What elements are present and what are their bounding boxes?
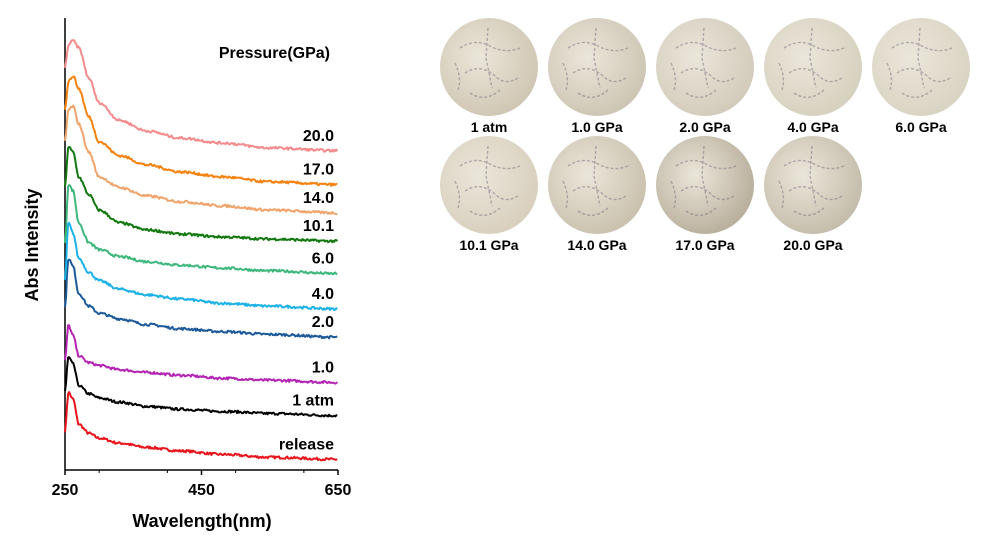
crystal-texture — [670, 27, 737, 98]
series-line-2-0 — [64, 258, 338, 340]
micrograph-grid: 1 atm 1.0 GPa 2.0 GPa 4.0 GPa 6.0 GPa 10.1 GP… — [440, 18, 970, 268]
x-axis-label: Wavelength(nm) — [132, 511, 271, 531]
x-tick-label: 650 — [325, 482, 352, 499]
micrograph-label: 4.0 GPa — [787, 119, 839, 135]
micrograph-label: 1.0 GPa — [571, 119, 623, 135]
micrograph-image — [872, 18, 970, 116]
micrograph-label: 14.0 GPa — [567, 237, 627, 253]
micrograph-image — [440, 136, 538, 234]
micrograph-label: 20.0 GPa — [783, 237, 843, 253]
series-line-17-0 — [64, 75, 338, 187]
micrograph-label: 6.0 GPa — [895, 119, 947, 135]
series-line-release — [64, 391, 338, 462]
micrograph-item: 1 atm — [440, 18, 538, 135]
crystal-texture — [886, 27, 953, 98]
y-axis-label: Abs Intensity — [22, 188, 42, 301]
x-tick-label: 250 — [52, 482, 79, 499]
crystal-texture — [562, 145, 629, 216]
micrograph-image — [656, 18, 754, 116]
micrograph-image — [764, 18, 862, 116]
series-line-1-0 — [64, 324, 339, 385]
crystal-texture — [778, 145, 845, 216]
micrograph-item: 10.1 GPa — [440, 136, 538, 253]
series-line-4-0 — [64, 221, 338, 312]
crystal-texture — [562, 27, 629, 98]
micrograph-item: 17.0 GPa — [656, 136, 754, 253]
micrograph-image — [548, 136, 646, 234]
series-label: 2.0 — [312, 314, 334, 331]
series-line-20-0 — [64, 39, 339, 153]
legend-title: Pressure(GPa) — [219, 45, 330, 62]
series-label: 1.0 — [312, 359, 334, 376]
series-label: 20.0 — [303, 128, 334, 145]
micrograph-image — [548, 18, 646, 116]
crystal-texture — [778, 27, 845, 98]
micrograph-image — [656, 136, 754, 234]
series-label: 6.0 — [312, 251, 334, 268]
series-label: release — [279, 436, 334, 453]
series-label: 14.0 — [303, 190, 334, 207]
crystal-texture — [454, 27, 521, 98]
micrograph-item: 6.0 GPa — [872, 18, 970, 135]
micrograph-item: 2.0 GPa — [656, 18, 754, 135]
x-tick-label: 450 — [188, 482, 215, 499]
micrograph-image — [764, 136, 862, 234]
crystal-texture — [670, 145, 737, 216]
series-line-1-atm — [64, 356, 338, 418]
series-layer — [64, 39, 339, 462]
micrograph-label: 2.0 GPa — [679, 119, 731, 135]
crystal-texture — [454, 145, 521, 216]
micrograph-label: 10.1 GPa — [459, 237, 519, 253]
micrograph-item: 20.0 GPa — [764, 136, 862, 253]
micrograph-item: 14.0 GPa — [548, 136, 646, 253]
micrograph-label: 1 atm — [470, 119, 508, 135]
series-line-14-0 — [64, 104, 338, 216]
series-label-layer: release 1 atm 1.0 2.0 4.0 6.0 10.1 14.0 17.0 20.0 — [279, 128, 334, 454]
series-label: 17.0 — [303, 162, 334, 179]
micrograph-label: 17.0 GPa — [675, 237, 735, 253]
micrograph-item: 4.0 GPa — [764, 18, 862, 135]
x-tick-layer: 250 450 650 — [52, 470, 352, 499]
series-label: 4.0 — [312, 286, 334, 303]
series-label: 1 atm — [292, 393, 334, 410]
micrograph-image — [440, 18, 538, 116]
series-label: 10.1 — [303, 218, 334, 235]
micrograph-item: 1.0 GPa — [548, 18, 646, 135]
series-line-6-0 — [64, 184, 338, 276]
series-line-10-1 — [64, 145, 339, 244]
